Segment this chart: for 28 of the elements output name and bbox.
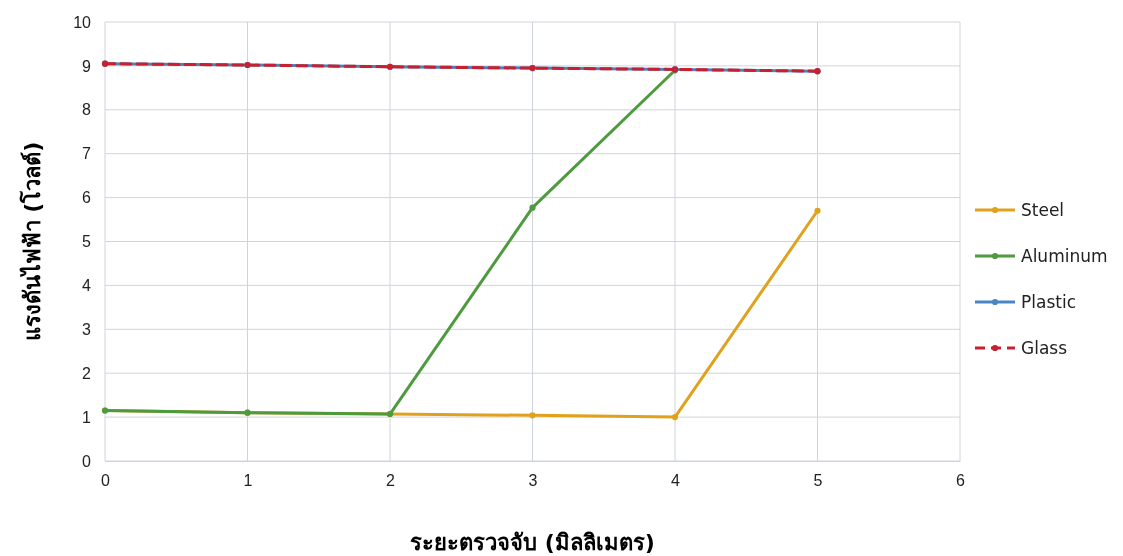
x-tick-label: 0 [101,472,111,490]
legend-label: Aluminum [1021,246,1108,266]
y-tick-label: 2 [82,364,92,382]
legend-label: Steel [1021,200,1065,220]
y-tick-label: 5 [82,233,92,251]
x-tick-label: 2 [386,472,396,490]
x-axis-title: ระยะตรวจจับ (มิลลิเมตร) [410,530,655,555]
legend-label: Glass [1021,338,1068,358]
y-tick-label: 10 [73,13,92,31]
x-tick-label: 3 [528,472,538,490]
y-tick-label: 4 [82,277,92,295]
y-tick-label: 0 [82,452,92,470]
y-tick-label: 8 [82,101,92,119]
point [814,207,821,214]
legend-label: Plastic [1021,292,1076,312]
y-tick-label: 1 [82,408,92,426]
y-tick-label: 3 [82,320,92,338]
y-tick-label: 7 [82,145,92,163]
point [529,412,536,419]
x-tick-label: 4 [671,472,681,490]
y-tick-label: 9 [82,57,92,75]
x-tick-label: 1 [243,472,253,490]
x-tick-label: 6 [956,472,966,490]
y-axis-title: แรงดันไฟฟ้า (โวลต์) [19,141,45,342]
point [671,414,679,421]
x-tick-label: 5 [813,472,823,490]
y-tick-label: 6 [82,189,92,207]
point [529,204,536,211]
